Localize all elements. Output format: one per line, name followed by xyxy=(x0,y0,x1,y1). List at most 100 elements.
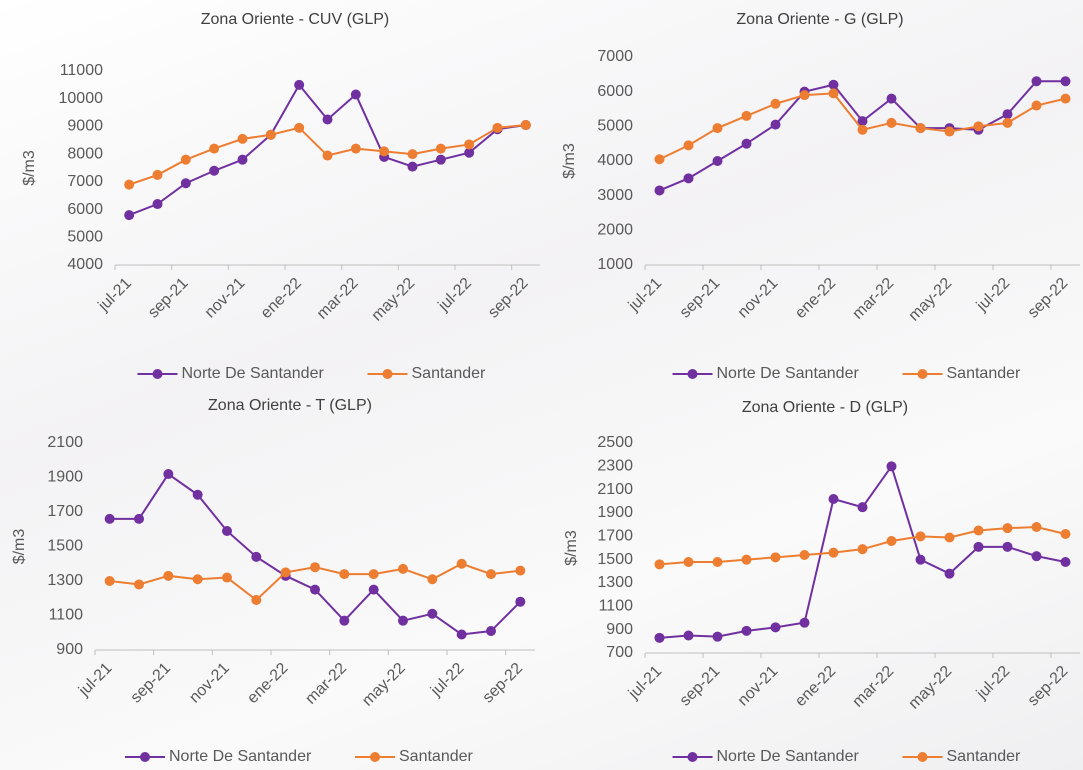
legend-item: Santander xyxy=(902,748,1022,765)
y-tick-label: 1100 xyxy=(49,607,84,624)
x-tick-label: ene-22 xyxy=(792,275,839,322)
x-tick-label: may-22 xyxy=(906,663,956,713)
data-point xyxy=(654,559,665,570)
x-tick-label: ene-22 xyxy=(258,275,305,322)
data-point xyxy=(486,569,496,580)
data-point xyxy=(654,632,665,643)
data-point xyxy=(973,121,984,132)
legend-marker xyxy=(917,752,928,762)
y-tick-label: 1300 xyxy=(597,574,633,591)
x-tick-label: sep-22 xyxy=(485,275,532,322)
data-point xyxy=(310,562,320,573)
y-tick-label: 6000 xyxy=(67,201,103,218)
data-point xyxy=(192,489,203,500)
x-tick-label: sep-22 xyxy=(480,660,527,707)
data-point xyxy=(741,138,752,149)
data-point xyxy=(915,531,926,542)
y-tick-label: 1500 xyxy=(597,551,633,568)
data-point xyxy=(435,154,446,165)
legend-marker xyxy=(687,752,698,762)
data-point xyxy=(799,617,810,628)
data-point xyxy=(1060,76,1071,87)
data-point xyxy=(741,625,752,636)
data-point xyxy=(486,626,496,637)
legend-item: Santander xyxy=(902,365,1021,382)
legend-item: Santander xyxy=(355,748,474,765)
data-point xyxy=(1002,541,1013,552)
data-point xyxy=(152,169,163,180)
data-point xyxy=(683,140,694,151)
y-tick-label: 2100 xyxy=(597,481,633,498)
data-point xyxy=(104,576,115,586)
data-point xyxy=(435,143,446,154)
y-axis-label: $/m3 xyxy=(21,150,38,186)
data-point xyxy=(654,154,665,165)
legend-label: Norte De Santander xyxy=(182,365,325,382)
x-tick-label: jul-22 xyxy=(435,275,475,315)
data-point xyxy=(1002,117,1013,128)
data-point xyxy=(180,178,191,189)
data-point xyxy=(799,550,810,560)
data-point xyxy=(222,572,232,583)
x-tick-label: jul-21 xyxy=(625,663,665,703)
data-point xyxy=(515,565,526,576)
data-point xyxy=(915,554,926,565)
data-point xyxy=(944,568,955,579)
data-point xyxy=(237,133,248,144)
legend-label: Santander xyxy=(947,748,1022,765)
legend-marker xyxy=(140,752,150,762)
data-point xyxy=(1060,529,1071,539)
data-point xyxy=(973,525,984,536)
y-tick-label: 2300 xyxy=(597,458,633,475)
data-point xyxy=(322,150,333,161)
data-point xyxy=(310,584,320,595)
chart-title: Zona Oriente - CUV (GLP) xyxy=(201,11,390,28)
x-tick-label: may-22 xyxy=(906,275,956,325)
y-tick-label: 4000 xyxy=(597,152,633,169)
data-point xyxy=(456,558,467,569)
y-tick-label: 7000 xyxy=(67,173,103,190)
y-tick-label: 6000 xyxy=(597,83,633,100)
data-point xyxy=(280,567,291,578)
data-point xyxy=(886,117,897,128)
x-tick-label: nov-21 xyxy=(735,275,782,322)
y-tick-label: 1900 xyxy=(47,469,83,486)
data-point xyxy=(944,532,955,543)
data-point xyxy=(350,143,361,154)
data-point xyxy=(368,569,379,580)
y-tick-label: 8000 xyxy=(67,145,103,162)
y-axis-label: $/m3 xyxy=(563,530,580,566)
data-point xyxy=(770,119,781,130)
legend-marker xyxy=(687,369,698,379)
data-point xyxy=(741,554,752,565)
data-point xyxy=(973,541,984,552)
y-tick-label: 700 xyxy=(606,644,633,661)
legend-label: Norte De Santander xyxy=(717,365,860,382)
data-point xyxy=(152,199,163,210)
data-point xyxy=(209,165,220,176)
data-point xyxy=(654,185,665,196)
legend-item: Norte De Santander xyxy=(672,748,859,765)
data-point xyxy=(322,114,333,125)
x-tick-label: ene-22 xyxy=(244,660,291,707)
data-point xyxy=(464,147,475,158)
data-point xyxy=(163,570,174,581)
x-tick-label: nov-21 xyxy=(186,660,233,707)
legend-item: Norte De Santander xyxy=(125,748,312,765)
x-tick-label: sep-22 xyxy=(1025,275,1072,322)
data-point xyxy=(294,122,305,133)
x-tick-label: jul-21 xyxy=(75,660,115,700)
x-tick-label: jul-22 xyxy=(973,275,1013,315)
data-point xyxy=(828,494,839,504)
data-point xyxy=(398,563,408,574)
y-tick-label: 1900 xyxy=(597,504,633,521)
data-point xyxy=(515,596,526,607)
data-point xyxy=(251,594,262,605)
y-tick-label: 7000 xyxy=(597,48,633,65)
y-tick-label: 1100 xyxy=(599,598,634,615)
data-point xyxy=(398,615,408,626)
data-point xyxy=(251,551,262,562)
legend-item: Norte De Santander xyxy=(672,365,860,382)
x-tick-label: sep-21 xyxy=(128,660,175,707)
